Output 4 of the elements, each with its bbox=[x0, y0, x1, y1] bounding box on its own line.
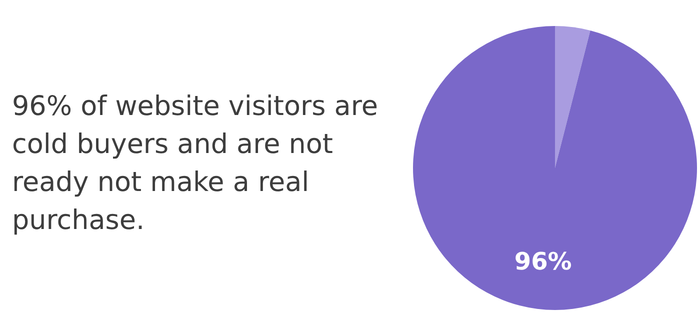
data-label: 96% bbox=[514, 247, 572, 276]
text: 96% of website visitors are cold buyers and are not ready not make a real purchase. bbox=[12, 90, 379, 238]
pie-slice bbox=[413, 26, 697, 310]
pie-slice bbox=[555, 26, 590, 168]
